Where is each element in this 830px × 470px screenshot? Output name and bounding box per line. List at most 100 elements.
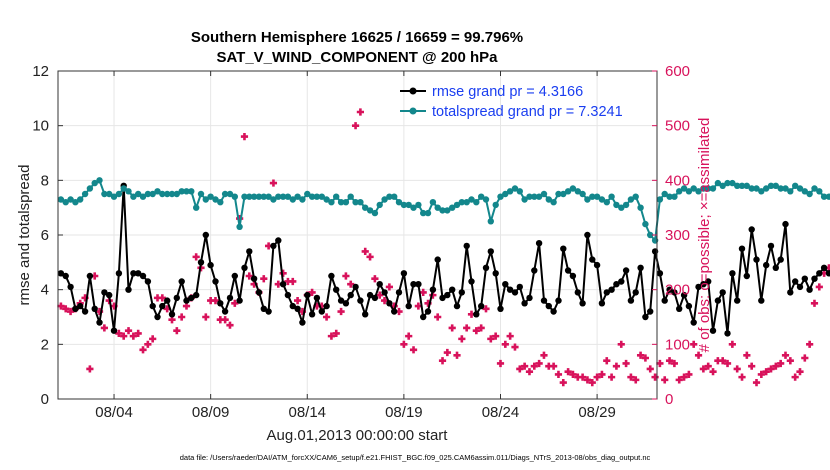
series-point-0 — [110, 327, 118, 334]
series-point-0 — [193, 291, 200, 299]
series-point-1 — [115, 190, 123, 198]
obs-marker — [564, 368, 572, 376]
series-point-1 — [608, 193, 615, 200]
obs-marker — [506, 332, 514, 340]
series-point-1 — [724, 179, 731, 187]
series-point-1 — [236, 223, 243, 230]
series-point-0 — [796, 283, 804, 291]
obs-marker — [511, 343, 519, 351]
series-point-1 — [622, 201, 630, 209]
x-tick-label: 08/19 — [385, 404, 423, 421]
series-point-1 — [193, 204, 200, 211]
series-point-0 — [188, 294, 195, 302]
series-point-0 — [569, 272, 577, 280]
series-point-0 — [265, 308, 272, 315]
series-point-1 — [444, 207, 451, 214]
obs-marker — [636, 351, 645, 359]
y2-tick-label: 300 — [665, 227, 690, 244]
series-point-1 — [574, 188, 581, 195]
obs-marker — [211, 297, 220, 305]
series-point-1 — [569, 185, 577, 192]
series-point-1 — [758, 188, 765, 195]
obs-marker — [492, 332, 500, 340]
series-point-1 — [506, 188, 514, 195]
series-point-1 — [598, 196, 606, 203]
obs-marker — [801, 354, 809, 362]
series-point-1 — [386, 193, 393, 200]
obs-marker — [409, 346, 418, 354]
series-point-1 — [255, 193, 263, 200]
obs-marker — [380, 297, 389, 305]
series-point-0 — [386, 300, 393, 307]
series-point-1 — [207, 193, 214, 200]
obs-marker — [593, 373, 601, 381]
series-point-0 — [429, 286, 437, 293]
series-point-0 — [77, 302, 84, 310]
series-point-1 — [526, 193, 533, 200]
obs-marker — [221, 316, 229, 324]
obs-marker — [661, 376, 669, 384]
obs-marker — [400, 340, 408, 348]
series-point-1 — [246, 193, 253, 200]
series-point-1 — [439, 207, 446, 214]
obs-marker — [337, 307, 345, 316]
series-point-1 — [792, 182, 799, 189]
series-point-0 — [420, 313, 427, 321]
series-point-0 — [758, 297, 765, 304]
series-point-1 — [531, 193, 538, 200]
series-point-0 — [719, 289, 726, 296]
obs-marker — [521, 362, 529, 370]
series-point-1 — [362, 204, 369, 211]
obs-marker — [240, 133, 249, 141]
obs-marker — [86, 365, 94, 373]
series-point-1 — [144, 190, 152, 198]
series-point-1 — [680, 185, 688, 192]
series-point-1 — [709, 185, 717, 192]
series-point-0 — [516, 283, 523, 291]
x-tick-label: 08/04 — [95, 404, 133, 421]
obs-marker — [342, 272, 350, 280]
obs-marker — [178, 313, 186, 321]
series-point-1 — [221, 190, 229, 198]
series-point-0 — [217, 300, 224, 307]
series-point-0 — [284, 291, 292, 299]
obs-marker — [115, 329, 123, 337]
series-point-0 — [347, 291, 354, 299]
series-point-0 — [159, 302, 166, 310]
series-point-0 — [400, 270, 408, 277]
series-point-0 — [598, 300, 606, 307]
series-point-1 — [593, 193, 601, 200]
series-point-1 — [231, 193, 238, 200]
chart-title: Southern Hemisphere 16625 / 16659 = 99.7… — [191, 29, 523, 46]
obs-marker — [448, 324, 456, 332]
series-point-1 — [647, 231, 654, 239]
obs-marker — [173, 327, 181, 335]
series-point-0 — [714, 297, 722, 304]
series-point-0 — [560, 245, 567, 252]
series-point-1 — [540, 190, 548, 198]
series-point-0 — [371, 294, 379, 302]
x-tick-label: 08/24 — [482, 404, 520, 421]
series-point-0 — [458, 289, 465, 296]
series-point-1 — [763, 185, 770, 192]
obs-marker — [129, 332, 137, 340]
series-point-1 — [555, 190, 562, 198]
series-point-0 — [487, 248, 494, 255]
series-point-0 — [603, 289, 610, 296]
obs-marker — [690, 340, 698, 348]
series-point-1 — [159, 190, 166, 198]
obs-marker — [289, 277, 297, 286]
series-point-0 — [521, 300, 528, 307]
series-point-0 — [96, 319, 103, 326]
series-point-1 — [357, 199, 364, 206]
series-point-1 — [637, 204, 644, 211]
y-tick-label: 10 — [32, 118, 49, 135]
obs-marker — [796, 368, 804, 376]
series-point-0 — [164, 297, 171, 304]
series-point-1 — [535, 193, 543, 200]
series-point-1 — [299, 196, 306, 203]
obs-marker — [144, 340, 152, 348]
series-point-1 — [328, 199, 335, 206]
series-point-0 — [777, 256, 784, 263]
obs-marker — [192, 253, 200, 261]
